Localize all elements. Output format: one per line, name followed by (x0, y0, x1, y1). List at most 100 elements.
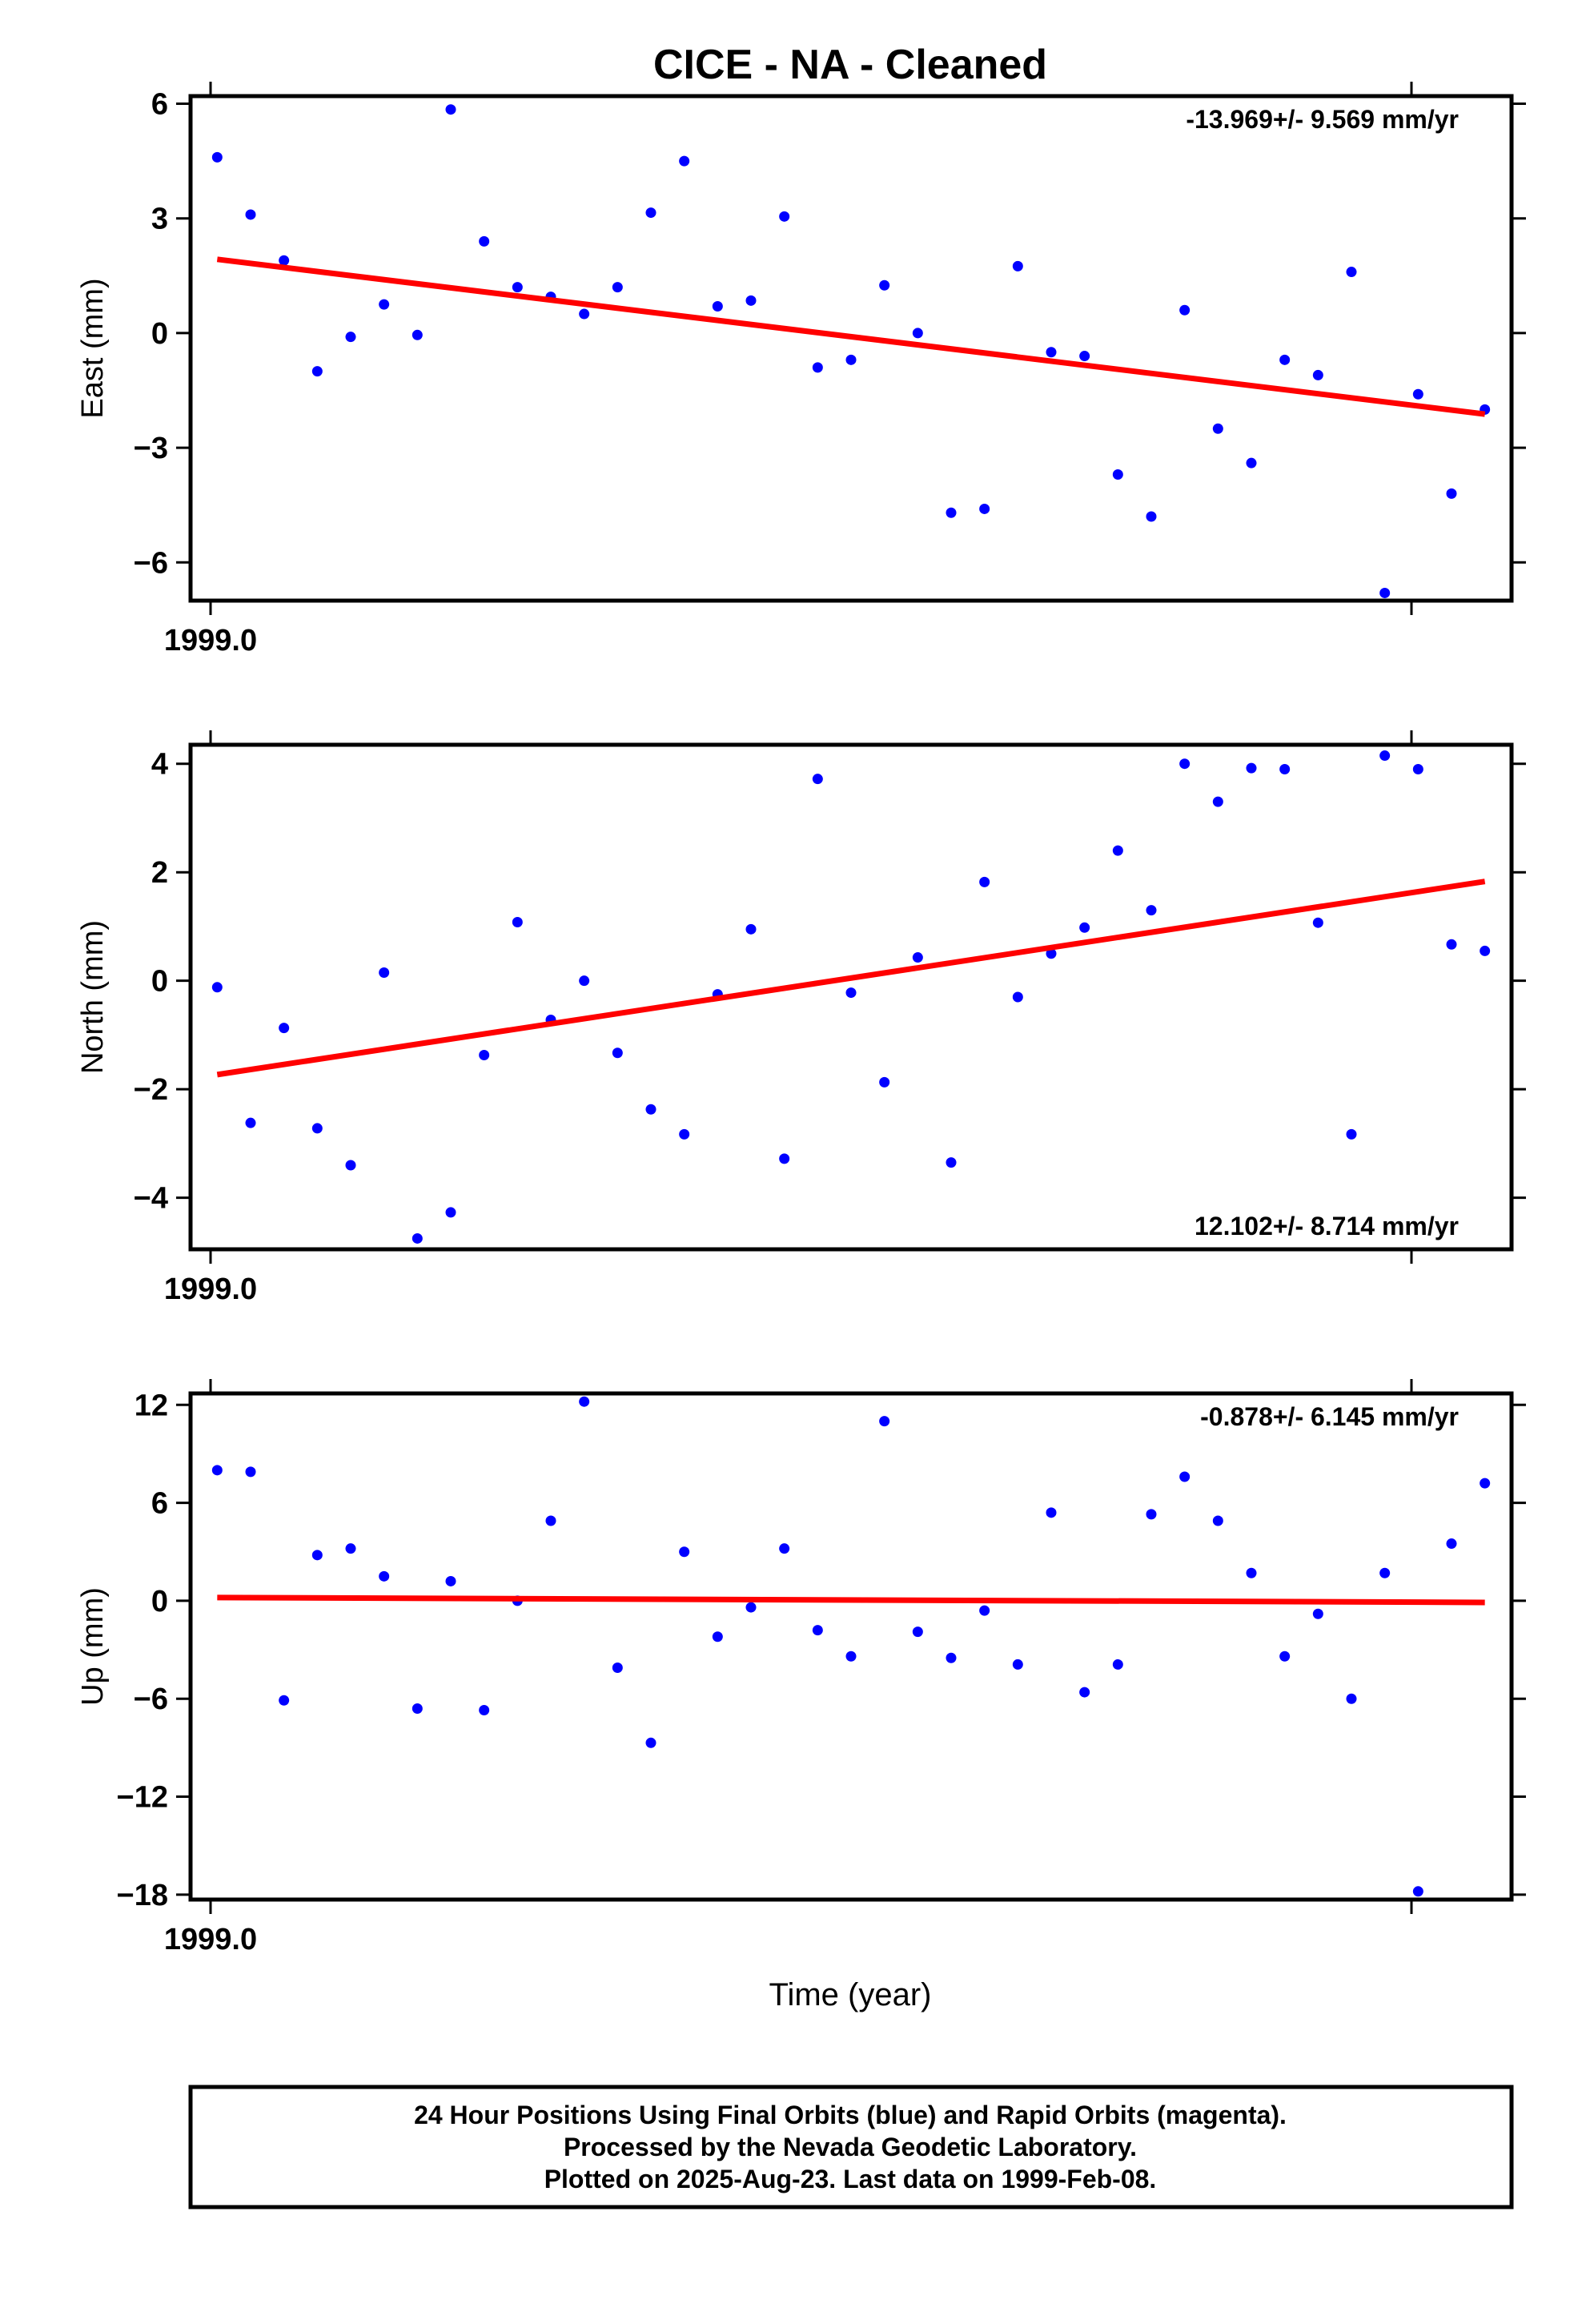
north-data-point (512, 917, 523, 928)
north-data-point (311, 1123, 323, 1134)
east-data-point (1046, 347, 1057, 358)
north-data-point (845, 987, 857, 999)
up-data-point (612, 1663, 623, 1674)
up-data-point (579, 1396, 590, 1407)
north-ytick-label: 4 (151, 748, 168, 782)
north-panel: 4 2 0 −2 −4 1999.0 North (mm) 12.102+/- 8.714 m… (76, 730, 1526, 1306)
north-rate-label: 12.102+/- 8.714 mm/yr (1195, 1212, 1459, 1240)
north-data-point (479, 1049, 490, 1060)
footer-box (188, 2085, 1514, 2209)
north-data-point (345, 1160, 356, 1171)
east-plot-frame (188, 94, 1514, 603)
north-data-point (1212, 796, 1223, 807)
east-data-point (279, 255, 290, 266)
up-data-point (445, 1575, 456, 1586)
north-data-point (245, 1117, 256, 1128)
east-data-point (445, 104, 456, 115)
east-ytick-label: 6 (151, 88, 168, 122)
east-data-point (1412, 388, 1423, 400)
up-ytick-label: 12 (135, 1389, 168, 1422)
up-data-point (345, 1543, 356, 1554)
up-data-point (1179, 1471, 1191, 1482)
north-data-point (645, 1104, 656, 1115)
east-data-point (1312, 369, 1323, 380)
up-xtick-label: 1999.0 (164, 1923, 257, 1956)
east-data-point (512, 282, 523, 293)
up-data-point (1012, 1659, 1023, 1670)
north-plot-frame (188, 742, 1514, 1252)
up-ytick-label: −6 (134, 1683, 168, 1716)
north-data-point (979, 876, 990, 887)
east-data-point (412, 329, 423, 340)
north-data-point (745, 923, 757, 935)
east-data-point (1446, 488, 1457, 499)
up-data-point (545, 1515, 556, 1526)
north-trend-line (216, 879, 1486, 1078)
up-data-point (479, 1705, 490, 1716)
up-data-point (1279, 1651, 1291, 1662)
north-data-point (879, 1076, 890, 1088)
up-data-point (1379, 1567, 1391, 1578)
east-data-point (679, 155, 690, 167)
north-ytick-label: −2 (134, 1073, 168, 1107)
up-ytick-label: 0 (151, 1585, 168, 1618)
east-data-point (946, 507, 957, 518)
up-ytick-label: −18 (117, 1879, 168, 1912)
up-rate-label: -0.878+/- 6.145 mm/yr (1200, 1402, 1459, 1431)
up-data-point (645, 1737, 656, 1748)
up-data-point (1412, 1886, 1423, 1897)
east-xtick-label: 1999.0 (164, 624, 257, 657)
footer-line-2: Processed by the Nevada Geodetic Laborat… (564, 2133, 1137, 2161)
up-data-point (679, 1546, 690, 1558)
north-data-point (779, 1153, 790, 1164)
north-ytick-label: 0 (151, 965, 168, 999)
east-data-point (879, 279, 890, 291)
east-data-point (1212, 423, 1223, 434)
east-data-point (345, 332, 356, 343)
north-ytick-label: 2 (151, 856, 168, 890)
up-data-point (279, 1695, 290, 1706)
up-y-axis-label: Up (mm) (76, 1587, 110, 1706)
north-data-point (579, 975, 590, 987)
footer-line-1: 24 Hour Positions Using Final Orbits (bl… (414, 2101, 1287, 2129)
x-axis-label: Time (year) (769, 1977, 932, 2012)
east-ytick-label: −3 (134, 432, 168, 465)
east-rate-label: -13.969+/- 9.569 mm/yr (1186, 105, 1459, 134)
east-data-point (311, 366, 323, 377)
up-data-point (979, 1605, 990, 1616)
east-data-point (1279, 354, 1291, 365)
north-data-point (1146, 905, 1157, 916)
north-data-point (1480, 945, 1491, 956)
chart-title: CICE - NA - Cleaned (653, 42, 1047, 88)
up-data-point (1046, 1507, 1057, 1518)
up-ytick-label: 6 (151, 1487, 168, 1521)
east-data-point (479, 235, 490, 247)
up-data-point (712, 1631, 723, 1642)
north-y-axis-label: North (mm) (76, 920, 110, 1074)
up-data-point (1212, 1515, 1223, 1526)
up-data-point (211, 1465, 223, 1476)
up-data-point (1146, 1509, 1157, 1520)
east-data-point (845, 354, 857, 365)
east-data-point (912, 328, 923, 339)
up-trend-line (217, 1594, 1485, 1606)
up-ytick-label: −12 (117, 1781, 168, 1815)
east-data-point (645, 207, 656, 219)
footer-line-3: Plotted on 2025-Aug-23. Last data on 199… (544, 2165, 1157, 2193)
north-data-point (1046, 948, 1057, 959)
east-data-point (1012, 260, 1023, 271)
up-data-point (379, 1570, 390, 1582)
up-data-point (1079, 1687, 1090, 1698)
north-data-point (812, 774, 823, 785)
east-data-point (979, 503, 990, 514)
up-data-point (1246, 1567, 1257, 1578)
east-data-point (1246, 457, 1257, 468)
north-ytick-label: −4 (134, 1182, 168, 1216)
north-data-point (1112, 845, 1123, 856)
north-data-point (1379, 750, 1391, 762)
north-data-point (279, 1023, 290, 1034)
north-data-point (1012, 991, 1023, 1003)
east-data-point (612, 282, 623, 293)
up-data-point (412, 1703, 423, 1714)
